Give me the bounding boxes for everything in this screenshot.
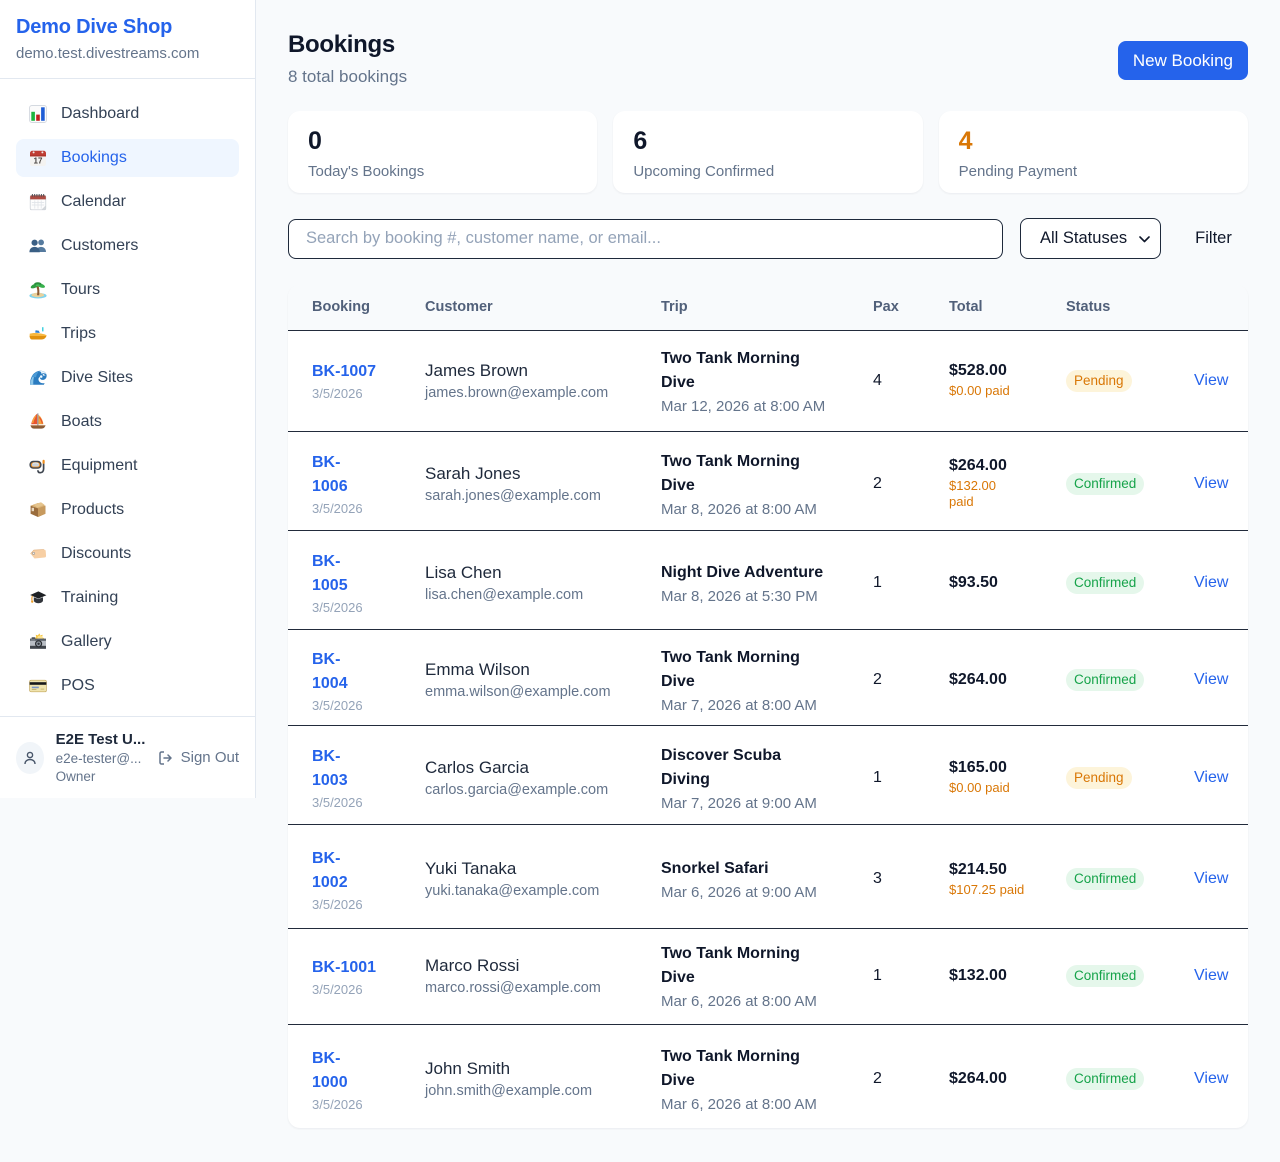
svg-text:17: 17 [34,157,43,166]
